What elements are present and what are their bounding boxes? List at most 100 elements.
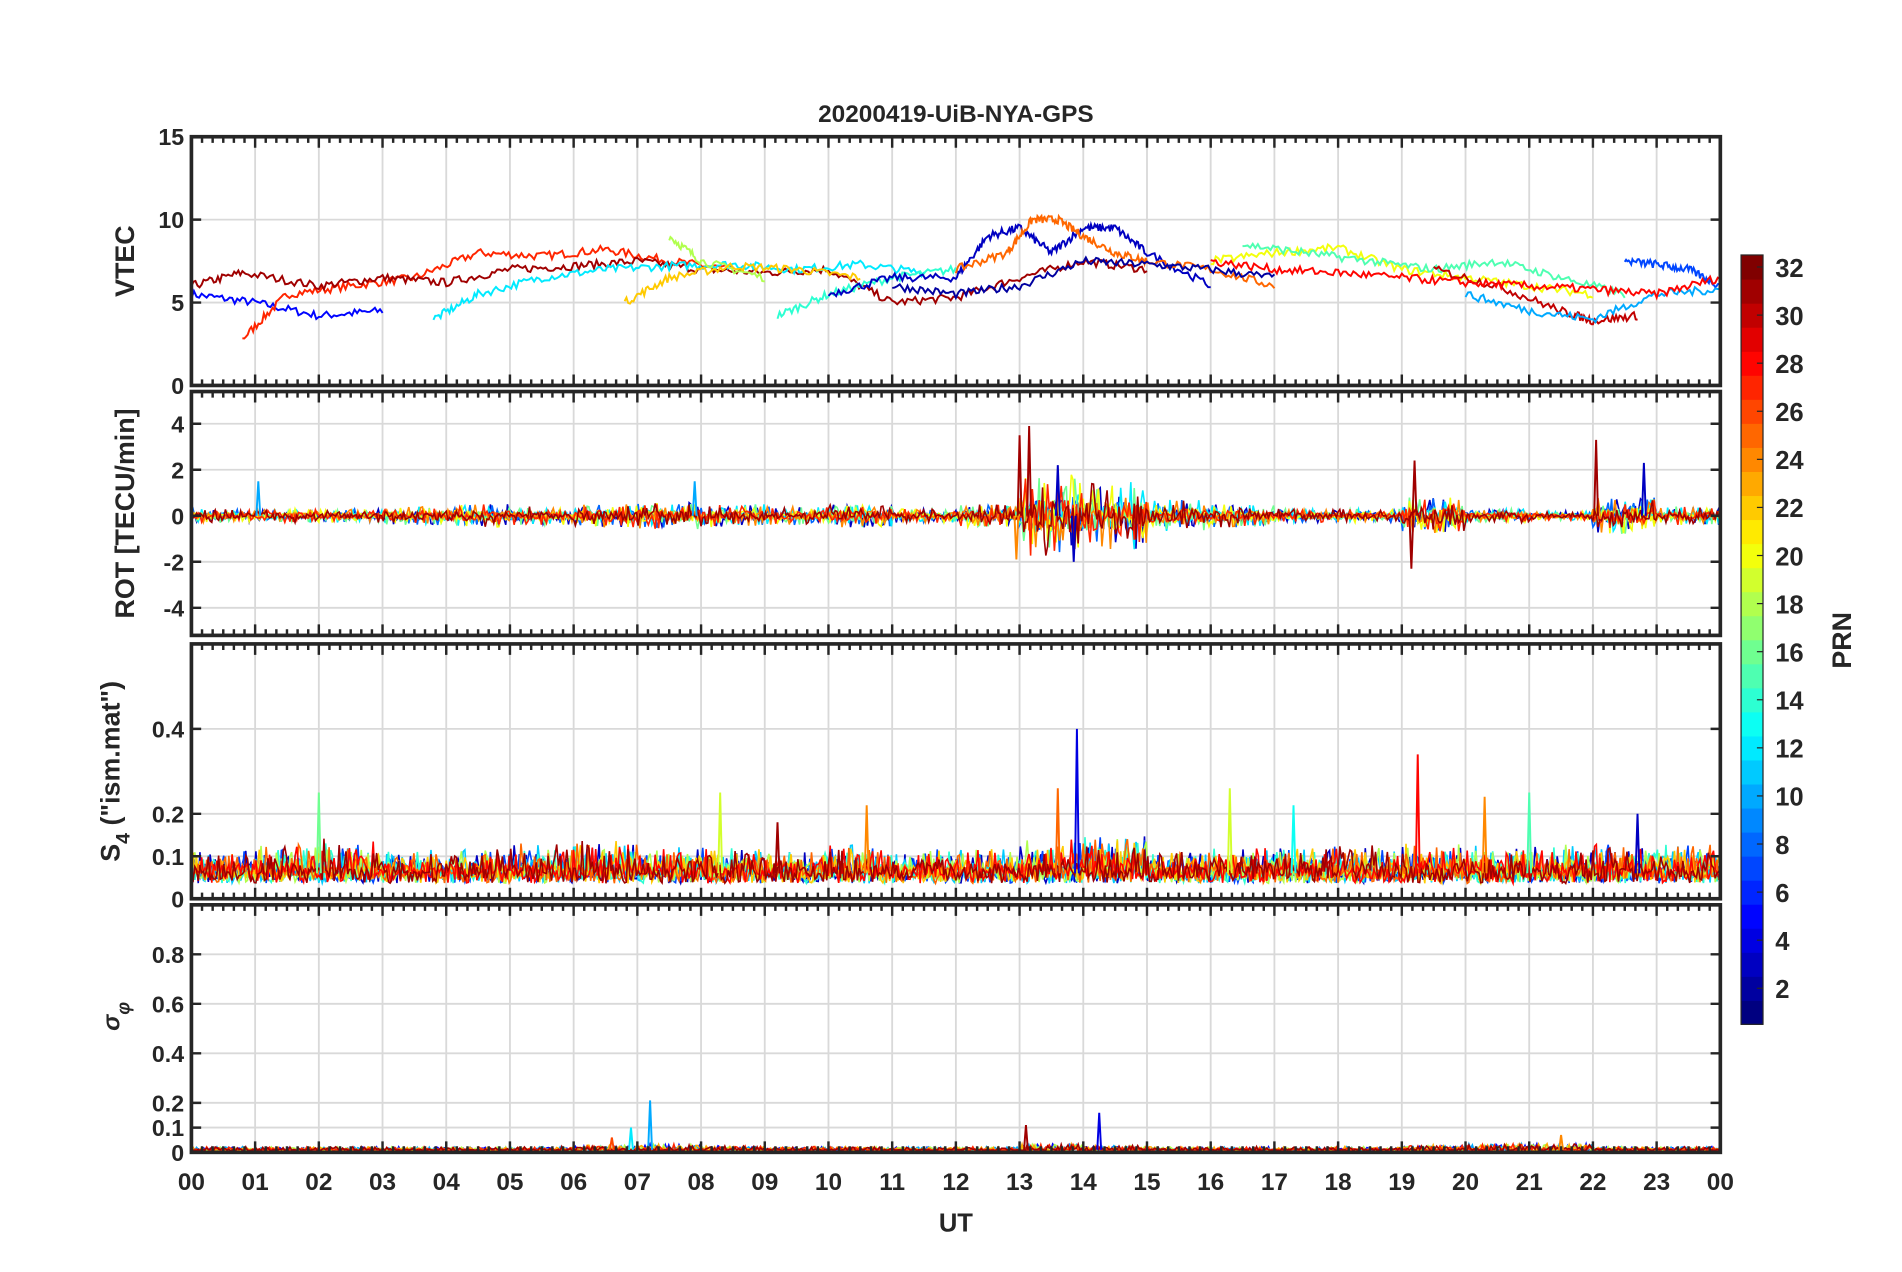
spike-prn-12 bbox=[628, 1127, 634, 1150]
data-lines bbox=[191, 213, 1721, 340]
spike-prn-24 bbox=[1013, 515, 1020, 560]
colorbar-tick-label: 10 bbox=[1775, 784, 1803, 812]
colorbar-tick-label: 14 bbox=[1775, 688, 1804, 716]
y-ticks bbox=[191, 727, 1721, 900]
colorbar-cell bbox=[1741, 663, 1764, 689]
colorbar-cell bbox=[1741, 543, 1764, 569]
spike-prn-10 bbox=[647, 1100, 653, 1150]
colorbar-tick-label: 28 bbox=[1775, 351, 1803, 379]
colorbar-cell bbox=[1741, 759, 1764, 785]
y-tick-label: 0.2 bbox=[152, 1090, 184, 1116]
x-tick-label: 01 bbox=[242, 1169, 269, 1196]
series-line-prn-25 bbox=[954, 213, 1276, 289]
y-tick-label: 0 bbox=[171, 886, 184, 912]
colorbar-cell bbox=[1741, 327, 1764, 352]
series-line-prn-27 bbox=[242, 243, 734, 340]
panel-3: 0 0.1 0.2 0.4 S4 ("ism.mat") bbox=[95, 642, 1723, 912]
x-tick-label: 13 bbox=[1006, 1169, 1033, 1196]
y-ticks bbox=[191, 953, 1721, 1154]
y-tick-label: 15 bbox=[158, 124, 184, 150]
chart-title: 20200419-UiB-NYA-GPS bbox=[818, 101, 1093, 128]
series-line-prn-3 bbox=[827, 220, 1211, 298]
colorbar-cell bbox=[1741, 807, 1764, 833]
colorbar-cell bbox=[1741, 880, 1764, 905]
spike-prn-13 bbox=[1290, 805, 1297, 874]
x-tick-label: 15 bbox=[1133, 1169, 1160, 1196]
colorbar-cell bbox=[1741, 856, 1764, 881]
y-tick-label: 2 bbox=[171, 457, 184, 483]
colorbar-cell bbox=[1741, 711, 1764, 737]
y-axis-label: VTEC bbox=[110, 225, 140, 297]
colorbar-cell bbox=[1741, 952, 1764, 977]
spike-prn-10 bbox=[691, 481, 698, 516]
spike-prn-3 bbox=[1640, 462, 1647, 516]
colorbar-frame bbox=[1740, 254, 1764, 1025]
spike-prn-31 bbox=[1593, 439, 1599, 516]
series-line-prn-22 bbox=[191, 840, 1721, 887]
series-line-prn-7 bbox=[1623, 256, 1721, 290]
colorbar-cell bbox=[1741, 375, 1764, 400]
x-tick-label: 10 bbox=[815, 1169, 842, 1196]
spike-prn-24 bbox=[863, 805, 870, 874]
colorbar-cell bbox=[1741, 423, 1764, 448]
data-lines bbox=[191, 426, 1721, 569]
colorbar-cell bbox=[1741, 495, 1764, 521]
y-tick-label: 4 bbox=[171, 411, 184, 437]
series-line-prn-5 bbox=[191, 288, 384, 321]
y-tick-label: 5 bbox=[171, 290, 184, 316]
colorbar-cell bbox=[1741, 399, 1764, 424]
colorbar-tick-label: 4 bbox=[1775, 928, 1790, 956]
series-line-prn-10 bbox=[1464, 285, 1721, 324]
colorbar-tick-label: 18 bbox=[1775, 591, 1803, 619]
colorbar-tick-label: 22 bbox=[1775, 495, 1803, 523]
colorbar-cell bbox=[1741, 351, 1764, 376]
data-lines bbox=[191, 728, 1721, 887]
series-line-prn-18 bbox=[668, 235, 765, 283]
x-tick-label: 16 bbox=[1197, 1169, 1224, 1196]
y-tick-label: 0 bbox=[171, 373, 184, 399]
colorbar-cell bbox=[1741, 303, 1764, 328]
x-tick-label: 22 bbox=[1579, 1169, 1606, 1196]
x-minor-ticks bbox=[190, 136, 1722, 386]
colorbar-tick-label: 8 bbox=[1775, 832, 1789, 860]
y-tick-label: 0.4 bbox=[152, 1041, 184, 1067]
series-line-prn-31 bbox=[191, 838, 1721, 886]
colorbar-tick-label: 12 bbox=[1775, 736, 1803, 764]
spike-prn-24 bbox=[1481, 796, 1488, 874]
spike-prn-19 bbox=[717, 792, 724, 874]
y-tick-label: 0.1 bbox=[152, 844, 184, 870]
x-tick-label: 09 bbox=[751, 1169, 778, 1196]
spike-prn-31 bbox=[1023, 1125, 1029, 1150]
x-tick-label: 03 bbox=[369, 1169, 396, 1196]
colorbar-cell bbox=[1741, 279, 1764, 304]
colorbar-label: PRN bbox=[1827, 612, 1857, 669]
y-ticks bbox=[191, 422, 1721, 610]
x-tick-label: 21 bbox=[1516, 1169, 1543, 1196]
y-tick-label: -2 bbox=[164, 549, 185, 575]
spike-prn-16 bbox=[315, 792, 322, 874]
x-tick-label: 08 bbox=[687, 1169, 714, 1196]
colorbar-tick-label: 16 bbox=[1775, 639, 1803, 667]
colorbar-cell bbox=[1741, 783, 1764, 809]
colorbar-cell bbox=[1741, 735, 1764, 761]
spike-prn-31 bbox=[1026, 426, 1033, 516]
x-tick-label: 05 bbox=[496, 1169, 523, 1196]
x-tick-label: 06 bbox=[560, 1169, 587, 1196]
spike-prn-10 bbox=[255, 481, 262, 516]
series-line-prn-12 bbox=[432, 259, 925, 321]
x-tick-label: 18 bbox=[1325, 1169, 1352, 1196]
x-tick-label: 14 bbox=[1070, 1169, 1098, 1196]
colorbar-tick-label: 26 bbox=[1775, 399, 1803, 427]
spike-prn-31 bbox=[1408, 515, 1415, 569]
colorbar-cell bbox=[1741, 928, 1764, 953]
colorbar-cell bbox=[1741, 639, 1764, 665]
y-tick-label: 0 bbox=[171, 503, 184, 529]
y-axis-label: σφ bbox=[98, 1002, 133, 1031]
colorbar-cell bbox=[1741, 831, 1764, 857]
colorbar-cell bbox=[1741, 567, 1764, 593]
y-tick-label: 0.4 bbox=[152, 716, 184, 742]
series-line-prn-2 bbox=[892, 255, 1276, 301]
series-line-prn-28 bbox=[1210, 259, 1721, 301]
